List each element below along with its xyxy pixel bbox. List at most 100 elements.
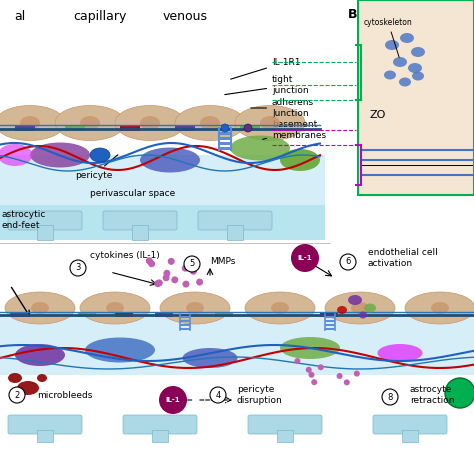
Text: capillary: capillary [73,10,127,23]
Text: 8: 8 [387,392,392,401]
Text: perivascular space: perivascular space [90,189,175,198]
Bar [152,430,168,442]
Ellipse shape [115,106,185,140]
Bar [132,225,148,240]
Bar [219,147,231,150]
Circle shape [182,264,189,272]
Circle shape [163,274,170,281]
Bar [0,155,325,210]
Ellipse shape [245,292,315,324]
Ellipse shape [399,78,411,86]
Ellipse shape [15,344,65,366]
Circle shape [154,280,161,287]
Circle shape [159,386,187,414]
FancyBboxPatch shape [8,211,82,230]
Circle shape [168,258,175,265]
FancyBboxPatch shape [8,415,82,434]
Bar [0,0,325,235]
Text: endothelial cell
activation: endothelial cell activation [368,248,438,268]
Circle shape [146,257,153,264]
Ellipse shape [385,40,399,50]
Circle shape [445,378,474,408]
Bar [15,126,35,131]
Bar [37,430,53,442]
Ellipse shape [80,292,150,324]
Bar [175,126,195,131]
Circle shape [171,276,178,283]
Ellipse shape [106,302,124,314]
Text: IL-1: IL-1 [166,397,180,403]
Text: venous: venous [163,10,208,23]
Ellipse shape [271,302,289,314]
Circle shape [337,373,343,379]
Bar [115,313,133,317]
Text: IL-1: IL-1 [298,255,312,261]
Ellipse shape [140,147,200,173]
Circle shape [156,279,163,286]
Circle shape [354,371,360,376]
Ellipse shape [0,144,33,166]
Text: 6: 6 [346,257,351,266]
Text: 4: 4 [215,391,220,400]
Bar [180,316,190,318]
Text: 3: 3 [75,264,81,273]
Text: pericyte
disruption: pericyte disruption [237,385,283,405]
Circle shape [344,379,350,385]
Bar [120,126,140,131]
Ellipse shape [160,292,230,324]
Ellipse shape [80,116,100,130]
Ellipse shape [200,116,220,130]
Ellipse shape [405,292,474,324]
FancyBboxPatch shape [123,415,197,434]
Ellipse shape [280,337,340,359]
Bar [155,313,173,317]
Ellipse shape [260,116,280,130]
Circle shape [190,268,197,275]
Ellipse shape [0,106,65,140]
Text: ZO: ZO [370,110,386,120]
Ellipse shape [364,303,376,312]
Circle shape [210,387,226,403]
Circle shape [309,372,315,378]
Ellipse shape [5,292,75,324]
Bar [277,430,293,442]
Bar [78,313,96,317]
Ellipse shape [30,143,90,167]
Text: astrocytic
end-feet: astrocytic end-feet [2,210,46,230]
Text: al: al [14,10,26,23]
Ellipse shape [186,302,204,314]
Ellipse shape [408,63,422,73]
Ellipse shape [55,106,125,140]
Text: astrocyte
retraction: astrocyte retraction [410,385,455,405]
Bar [358,0,474,195]
Circle shape [70,260,86,276]
Bar [65,126,85,131]
Bar [325,316,335,318]
Circle shape [318,364,324,370]
Ellipse shape [31,302,49,314]
Ellipse shape [230,136,290,161]
Bar [325,323,335,326]
Bar [180,328,190,330]
Circle shape [294,358,301,364]
Circle shape [382,389,398,405]
Ellipse shape [8,373,22,383]
Ellipse shape [325,292,395,324]
Circle shape [164,270,170,277]
Ellipse shape [20,116,40,130]
Text: cytoskeleton: cytoskeleton [364,18,412,57]
Circle shape [244,124,252,132]
Circle shape [306,367,312,373]
Bar [0,205,325,240]
Ellipse shape [393,57,407,67]
Ellipse shape [182,348,237,368]
Circle shape [9,387,25,403]
Bar [219,132,231,135]
Ellipse shape [337,306,347,314]
Text: IL-1R1: IL-1R1 [231,57,301,79]
Text: 2: 2 [14,391,19,400]
Ellipse shape [400,33,414,43]
Ellipse shape [140,116,160,130]
Bar [219,137,231,140]
FancyBboxPatch shape [198,211,272,230]
